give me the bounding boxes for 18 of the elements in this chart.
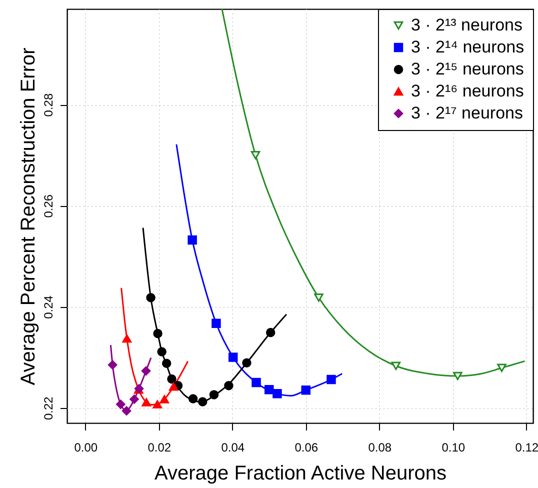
x-tick-label: 0.10 <box>442 440 466 454</box>
y-tick-label: 0.24 <box>42 295 56 319</box>
legend-label: 3 · 2¹³ neurons <box>411 16 522 34</box>
x-axis-title: Average Fraction Active Neurons <box>154 462 447 484</box>
legend-label: 3 · 2¹⁷ neurons <box>411 104 523 122</box>
x-tick-label: 0.08 <box>368 440 392 454</box>
legend-label: 3 · 2¹⁴ neurons <box>411 38 524 56</box>
y-tick-label: 0.26 <box>42 194 56 218</box>
y-tick-label: 0.22 <box>42 396 56 420</box>
x-tick-label: 0.12 <box>515 440 538 454</box>
x-tick-label: 0.06 <box>294 440 318 454</box>
x-tick-label: 0.02 <box>148 440 172 454</box>
y-tick-label: 0.28 <box>42 93 56 117</box>
y-axis-title: Average Percent Reconstruction Error <box>18 47 40 386</box>
legend-label: 3 · 2¹⁶ neurons <box>411 82 524 100</box>
x-tick-label: 0.04 <box>221 440 245 454</box>
legend-label: 3 · 2¹⁵ neurons <box>411 60 524 78</box>
x-tick-label: 0.00 <box>74 440 98 454</box>
